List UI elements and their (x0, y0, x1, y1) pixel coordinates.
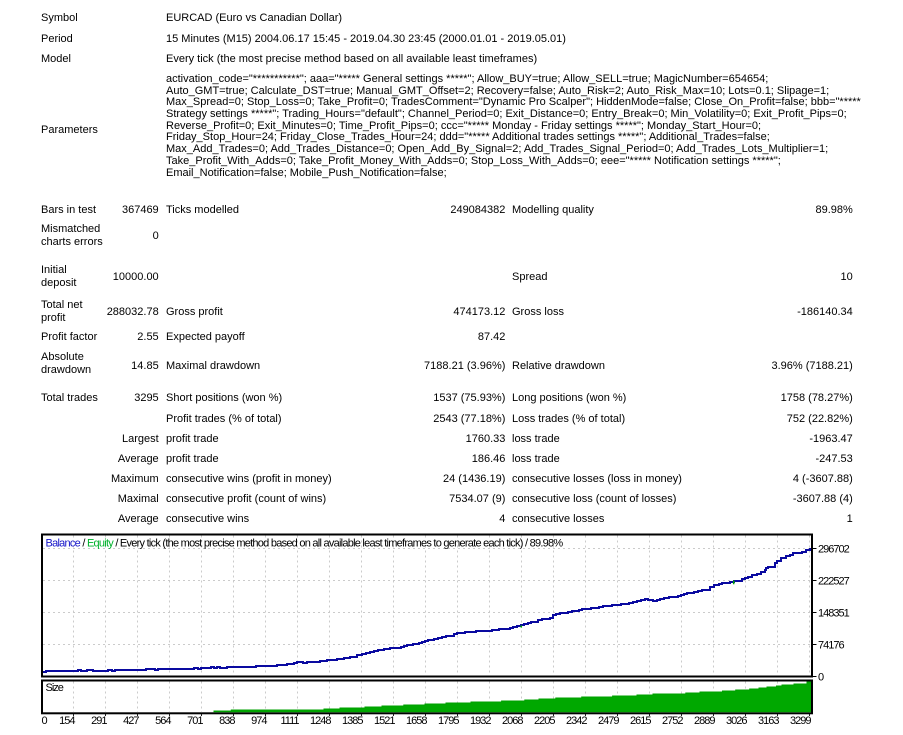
svg-text:1795: 1795 (438, 715, 459, 727)
svg-text:154: 154 (59, 715, 75, 727)
svg-text:3026: 3026 (726, 715, 747, 727)
svg-text:291: 291 (91, 715, 107, 727)
svg-text:0: 0 (818, 672, 824, 684)
svg-text:2889: 2889 (694, 715, 715, 727)
svg-text:1248: 1248 (310, 715, 331, 727)
svg-text:2068: 2068 (502, 715, 523, 727)
svg-text:838: 838 (219, 715, 235, 727)
svg-text:2205: 2205 (534, 715, 555, 727)
svg-text:74176: 74176 (818, 640, 844, 652)
svg-text:3163: 3163 (758, 715, 779, 727)
svg-text:Size: Size (46, 682, 64, 694)
svg-text:701: 701 (187, 715, 203, 727)
svg-text:0: 0 (41, 715, 47, 727)
svg-text:148351: 148351 (818, 608, 850, 620)
svg-text:1932: 1932 (470, 715, 491, 727)
svg-text:3299: 3299 (790, 715, 811, 727)
svg-text:564: 564 (155, 715, 171, 727)
svg-text:1658: 1658 (406, 715, 427, 727)
svg-text:222527: 222527 (818, 576, 850, 588)
svg-text:2615: 2615 (630, 715, 651, 727)
svg-text:296702: 296702 (818, 544, 850, 556)
svg-text:2752: 2752 (662, 715, 683, 727)
svg-text:1111: 1111 (280, 715, 299, 727)
svg-text:2342: 2342 (566, 715, 587, 727)
svg-text:1385: 1385 (342, 715, 363, 727)
svg-text:Balance / Equity / Every tick: Balance / Equity / Every tick (the most … (46, 538, 564, 550)
svg-text:2479: 2479 (598, 715, 619, 727)
svg-text:974: 974 (251, 715, 267, 727)
svg-text:1521: 1521 (374, 715, 395, 727)
svg-text:427: 427 (123, 715, 139, 727)
